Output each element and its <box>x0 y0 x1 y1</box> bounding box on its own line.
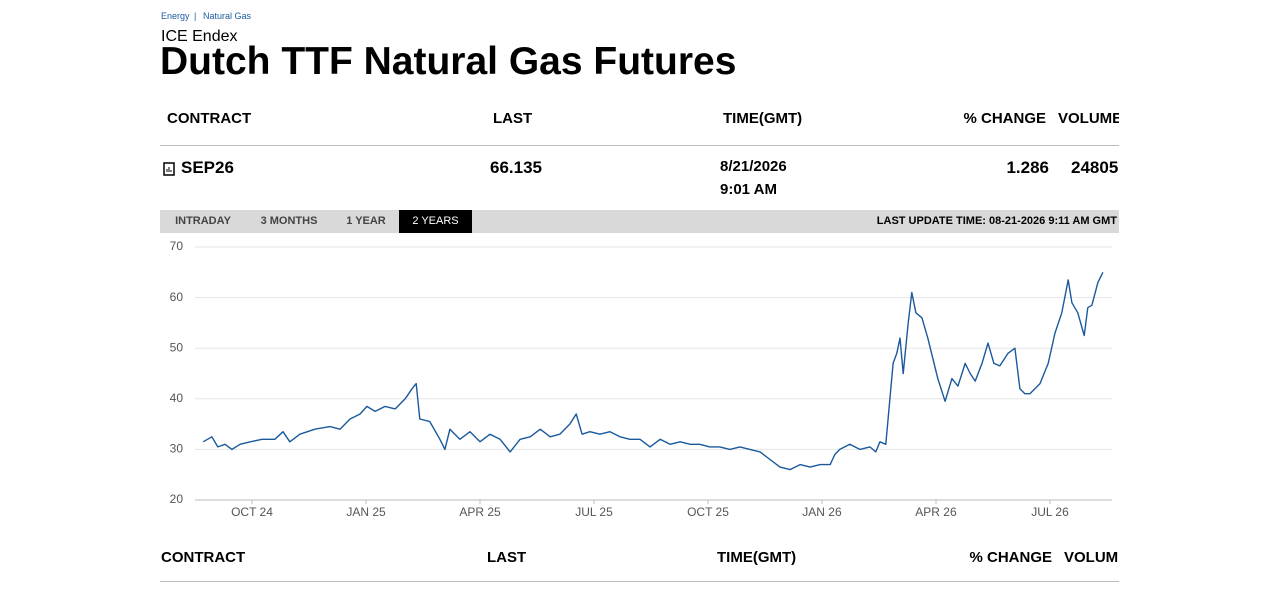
last-update: LAST UPDATE TIME: 08-21-2026 9:11 AM GMT <box>876 215 1117 227</box>
breadcrumb-link[interactable]: Natural Gas <box>203 11 252 21</box>
y-tick-label: 30 <box>170 442 184 456</box>
contract-icon[interactable] <box>163 162 175 176</box>
volume: 24805 <box>1071 158 1119 177</box>
y-tick-label: 40 <box>170 391 184 405</box>
x-tick-label: APR 25 <box>459 505 501 519</box>
divider <box>160 581 1119 582</box>
column-header: LAST <box>493 110 533 127</box>
column-header: % CHANGE <box>969 549 1052 566</box>
column-header: % CHANGE <box>963 110 1046 127</box>
tab[interactable]: INTRADAY <box>175 215 231 227</box>
y-tick-label: 50 <box>170 340 184 354</box>
x-tick-label: JAN 26 <box>802 505 842 519</box>
chart: 20 30 40 50 60 70 OCT 24 JAN 25 APR 25 JUL 25 OCT … <box>170 239 1112 519</box>
column-header: TIME(GMT) <box>723 110 803 127</box>
column-header: CONTRACT <box>161 549 246 566</box>
x-tick-label: OCT 25 <box>687 505 729 519</box>
column-header: VOLUME <box>1064 549 1119 566</box>
x-tick-label: JUL 26 <box>1031 505 1069 519</box>
column-header: TIME(GMT) <box>717 549 797 566</box>
x-tick-label: JAN 25 <box>346 505 386 519</box>
divider <box>160 145 1119 146</box>
time: 9:01 AM <box>720 181 777 198</box>
last-price: 66.135 <box>490 158 542 177</box>
contract[interactable]: SEP26 <box>181 158 234 177</box>
column-header: LAST <box>487 549 527 566</box>
page-title: Dutch TTF Natural Gas Futures <box>160 40 737 83</box>
price-line <box>202 271 1104 471</box>
tab-bar: INTRADAY 3 MONTHS 1 YEAR 2 YEARS LAST UP… <box>160 210 1119 233</box>
breadcrumb-separator: | <box>194 11 197 21</box>
y-tick-label: 70 <box>170 239 184 253</box>
x-tick-label: JUL 25 <box>575 505 613 519</box>
date: 8/21/2026 <box>720 158 787 175</box>
exchange: ICE Endex <box>161 28 238 45</box>
column-header: VOLUME <box>1058 110 1119 127</box>
percent-change: 1.286 <box>1006 158 1049 177</box>
y-tick-label: 60 <box>170 290 184 304</box>
tab[interactable]: 1 YEAR <box>346 215 386 227</box>
x-tick-label: APR 26 <box>915 505 957 519</box>
y-tick-label: 20 <box>170 492 184 506</box>
breadcrumb-link[interactable]: Energy <box>161 11 190 21</box>
x-tick-label: OCT 24 <box>231 505 273 519</box>
column-header: CONTRACT <box>167 110 252 127</box>
tab[interactable]: 3 MONTHS <box>260 215 318 227</box>
tab[interactable]: 2 YEARS <box>399 210 472 233</box>
